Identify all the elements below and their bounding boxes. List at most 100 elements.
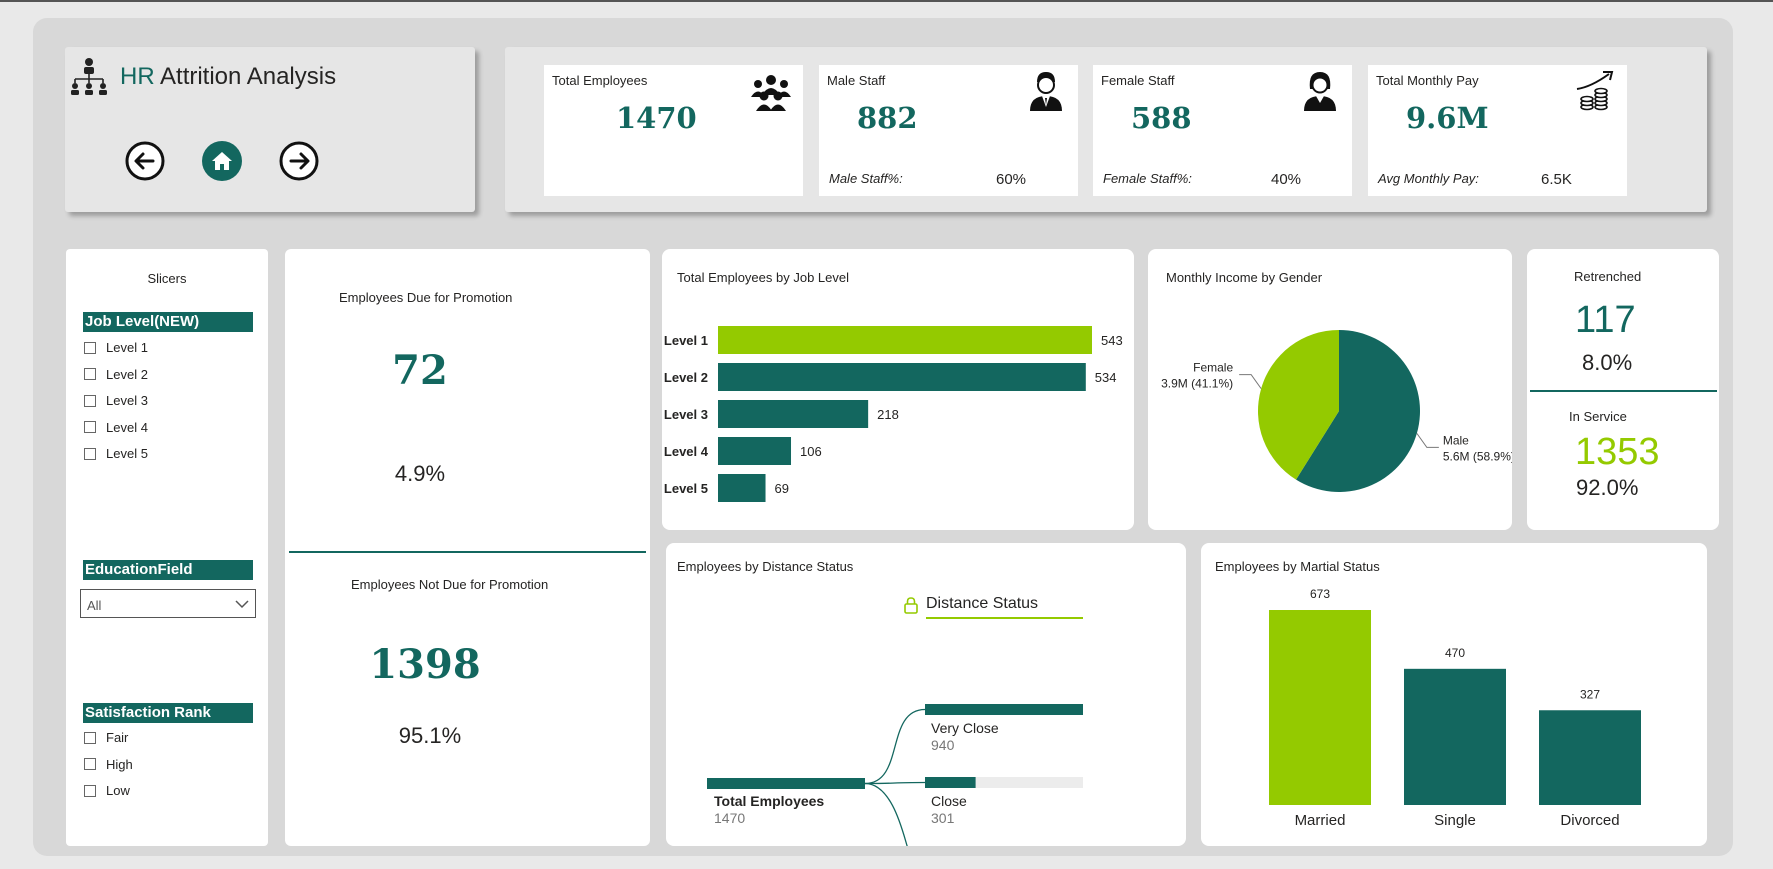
- in-service-label: In Service: [1569, 409, 1627, 424]
- node-bar[interactable]: [925, 704, 1083, 715]
- bar[interactable]: [718, 437, 792, 465]
- kpi-value: 588: [1131, 101, 1192, 135]
- distance-tree-header: Distance Status: [926, 595, 1039, 612]
- slicers-title: Slicers: [147, 271, 187, 286]
- kpi-total-employees: Total Employees 1470: [544, 65, 803, 196]
- home-icon[interactable]: [202, 141, 242, 181]
- data-label: 470: [1445, 646, 1465, 660]
- bar[interactable]: [718, 363, 1086, 391]
- marital-chart-title: Employees by Martial Status: [1215, 559, 1380, 574]
- kpi-sub-label: Male Staff%:: [829, 171, 903, 186]
- job-level-chart-card: Total Employees by Job Level Level 1 543 L…: [662, 249, 1134, 530]
- checkbox[interactable]: [84, 368, 96, 380]
- not-due-promotion-label: Employees Not Due for Promotion: [351, 577, 549, 592]
- tree-connector: [864, 708, 926, 785]
- job-level-option[interactable]: Level 4: [84, 420, 148, 435]
- node-track: [925, 777, 1083, 788]
- bar[interactable]: [718, 474, 766, 502]
- in-service-percent: 92.0%: [1576, 475, 1639, 500]
- retrenched-value: 117: [1575, 299, 1636, 341]
- job-level-option-label: Level 2: [106, 366, 148, 382]
- lock-icon: [904, 597, 918, 614]
- job-level-bar-chart: Level 1 543 Level 2 534 Level 3 218 Level 4 106…: [664, 326, 1123, 502]
- job-level-option[interactable]: Level 3: [84, 393, 148, 408]
- data-label: 106: [800, 444, 822, 459]
- category-label: Level 2: [664, 370, 708, 385]
- distance-card: Employees by Distance Status Distance St…: [666, 543, 1186, 846]
- checkbox[interactable]: [84, 421, 96, 433]
- bar[interactable]: [1404, 668, 1506, 805]
- category-label: Single: [1434, 812, 1476, 829]
- group-icon: [751, 75, 791, 111]
- education-field-selected: All: [87, 598, 102, 613]
- satisfaction-rank-option-label: Fair: [106, 730, 129, 745]
- category-label: Level 1: [664, 333, 708, 348]
- data-label: 534: [1095, 370, 1117, 385]
- due-promotion-value: 72: [392, 347, 448, 394]
- checkbox[interactable]: [84, 758, 96, 770]
- marital-bar-chart: 673 Married 470 Single 327 Divorced: [1269, 587, 1641, 829]
- female-person-icon: [1304, 72, 1336, 111]
- job-level-option[interactable]: Level 1: [84, 340, 148, 355]
- distance-node-value: 301: [931, 810, 955, 826]
- header-card: HR Attrition Analysis: [65, 47, 475, 212]
- arrow-left-icon[interactable]: [125, 141, 165, 181]
- checkbox[interactable]: [84, 447, 96, 460]
- slice-name-label: Male: [1443, 433, 1469, 447]
- leader-line: [1239, 374, 1262, 389]
- node-bar[interactable]: [925, 777, 976, 788]
- data-label: 327: [1580, 687, 1600, 701]
- category-label: Level 4: [664, 444, 709, 459]
- kpi-value: 9.6M: [1406, 101, 1489, 135]
- job-level-option[interactable]: Level 2: [84, 367, 148, 382]
- kpi-label: Total Monthly Pay: [1376, 73, 1479, 88]
- distance-tree-header-underline: [926, 617, 1083, 619]
- pie-slice[interactable]: [1296, 330, 1420, 492]
- bar[interactable]: [718, 400, 869, 428]
- checkbox[interactable]: [84, 784, 96, 797]
- kpi-band: Total Employees 1470 Male Staff 882 Male…: [505, 47, 1707, 212]
- satisfaction-rank-option[interactable]: Low: [84, 783, 130, 798]
- marital-card: Employees by Martial Status 673 Married 47…: [1201, 543, 1707, 846]
- job-level-option-label: Level 4: [106, 419, 148, 435]
- checkbox[interactable]: [84, 394, 96, 407]
- data-label: 543: [1101, 333, 1123, 348]
- kpi-sub-label: Female Staff%:: [1103, 171, 1192, 186]
- kpi-value: 1470: [616, 101, 697, 135]
- category-label: Level 3: [664, 407, 708, 422]
- kpi-male-staff: Male Staff 882 Male Staff%: 60%: [819, 65, 1078, 196]
- tree-connector: [864, 782, 908, 846]
- root-bar[interactable]: [707, 778, 865, 789]
- promotion-panel: Employees Due for Promotion 72 4.9% Empl…: [285, 249, 650, 846]
- checkbox[interactable]: [84, 731, 96, 744]
- kpi-value: 882: [857, 101, 918, 135]
- retrenched-percent: 8.0%: [1582, 350, 1633, 375]
- not-due-promotion-value: 1398: [369, 641, 481, 688]
- kpi-label: Female Staff: [1101, 73, 1175, 88]
- education-field-slicer-header: EducationField: [83, 560, 253, 580]
- job-level-slicer-header: Job Level(NEW): [83, 312, 253, 332]
- bar[interactable]: [1539, 710, 1641, 805]
- education-field-dropdown[interactable]: All: [80, 589, 256, 618]
- distance-root-value: 1470: [714, 810, 746, 826]
- not-due-promotion-percent: 95.1%: [398, 723, 462, 748]
- page-title-rest: Attrition Analysis: [154, 63, 337, 90]
- kpi-sub-value: 60%: [996, 171, 1027, 188]
- leader-line: [1416, 433, 1439, 448]
- job-level-option[interactable]: Level 5: [84, 446, 148, 461]
- due-promotion-percent: 4.9%: [394, 461, 446, 486]
- slice-value-label: 3.9M (41.1%): [1161, 377, 1233, 391]
- window-top-border: [0, 0, 1773, 2]
- bar[interactable]: [718, 326, 1092, 354]
- satisfaction-rank-option[interactable]: High: [84, 757, 133, 772]
- checkbox[interactable]: [84, 341, 96, 354]
- pie-slice[interactable]: [1258, 330, 1339, 480]
- gender-pie-chart: Male 5.6M (58.9%) Female 3.9M (41.1%): [1161, 330, 1512, 492]
- arrow-right-icon[interactable]: [279, 141, 319, 181]
- satisfaction-rank-slicer-header: Satisfaction Rank: [83, 703, 253, 723]
- org-chart-icon: [71, 58, 107, 95]
- job-level-option-label: Level 3: [106, 393, 148, 408]
- satisfaction-rank-option[interactable]: Fair: [84, 730, 128, 745]
- satisfaction-rank-option-label: High: [106, 756, 133, 772]
- bar[interactable]: [1269, 610, 1371, 805]
